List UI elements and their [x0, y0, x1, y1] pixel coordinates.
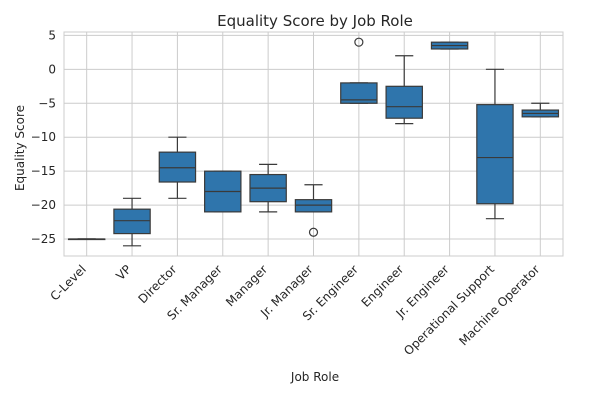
box-7 [340, 37, 378, 104]
x-tick-label: C-Level [48, 262, 89, 303]
box-6 [294, 184, 333, 237]
y-tick-label: −15 [31, 164, 56, 178]
outlier-point [308, 227, 319, 237]
x-tick-label: Engineer [359, 262, 407, 310]
box-9 [430, 41, 469, 50]
x-tick-label: Machine Operator [456, 262, 542, 348]
x-tick-label: Operational Support [401, 262, 497, 358]
box-layer [67, 37, 560, 247]
box-1 [67, 238, 106, 241]
iqr-box [385, 85, 423, 119]
y-tick-label: −5 [38, 96, 56, 110]
box-11 [521, 102, 560, 118]
box-3 [158, 136, 197, 199]
iqr-box [476, 104, 514, 205]
y-tick-label: −25 [31, 232, 56, 246]
box-10 [476, 68, 514, 220]
outlier-point [354, 37, 364, 47]
y-tick-label: 5 [48, 28, 56, 42]
box-8 [385, 55, 423, 125]
iqr-box [294, 199, 333, 213]
x-tick-label: Director [136, 262, 180, 306]
iqr-box [113, 208, 151, 235]
box-5 [249, 163, 287, 213]
y-axis-ticks: 5 0 −5 −10 −15 −20 −25 [31, 28, 56, 246]
y-tick-label: 0 [48, 62, 56, 76]
box-2 [113, 197, 151, 247]
x-axis-label: Job Role [290, 370, 339, 384]
x-tick-label: VP [113, 262, 134, 283]
y-tick-label: −20 [31, 198, 56, 212]
chart-title: Equality Score by Job Role [217, 12, 413, 30]
x-tick-label: Manager [223, 262, 270, 309]
y-tick-label: −10 [31, 130, 56, 144]
iqr-box [340, 82, 378, 104]
y-axis-label: Equality Score [13, 105, 27, 191]
plot-frame [63, 31, 564, 257]
iqr-box [158, 151, 197, 183]
box-4 [204, 170, 242, 213]
